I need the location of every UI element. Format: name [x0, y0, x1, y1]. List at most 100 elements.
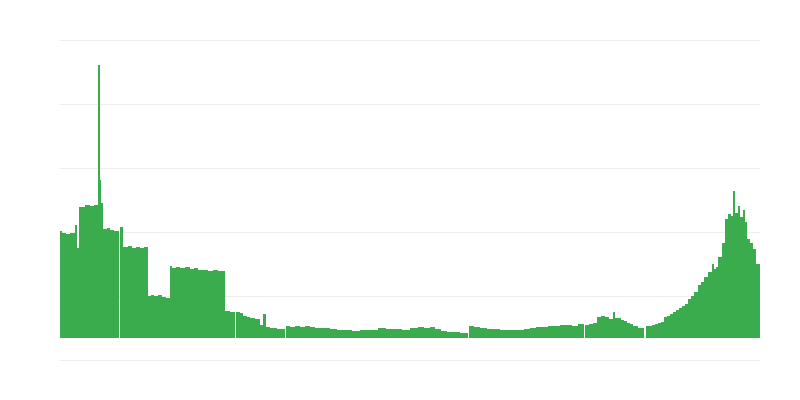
histogram-bar — [285, 326, 290, 338]
histogram-bar — [424, 327, 430, 338]
histogram-bar — [704, 277, 708, 338]
histogram-bar — [194, 268, 198, 338]
histogram-bar — [554, 325, 560, 338]
histogram-bar — [114, 231, 119, 338]
histogram-bar — [589, 323, 593, 338]
histogram-bar — [560, 324, 566, 338]
histogram-bar — [630, 324, 633, 338]
histogram-bar — [649, 326, 652, 338]
histogram-bar — [655, 324, 658, 338]
histogram-bar — [190, 269, 194, 338]
histogram-bar — [337, 329, 345, 338]
histogram-bar — [180, 268, 185, 338]
histogram-bar — [633, 326, 638, 338]
histogram-bar — [360, 330, 370, 338]
gridline — [60, 360, 760, 361]
histogram-bar — [679, 308, 682, 338]
histogram-bar — [743, 209, 745, 338]
histogram-bar — [601, 315, 605, 338]
histogram-bar — [740, 216, 743, 338]
histogram-bar — [330, 329, 337, 338]
histogram-bar — [597, 317, 601, 338]
histogram-bar — [310, 327, 315, 338]
histogram-bar — [578, 324, 584, 338]
histogram-bar — [624, 321, 627, 338]
histogram-bar — [345, 330, 352, 338]
histogram-bar — [395, 328, 402, 338]
histogram-bar — [670, 313, 673, 338]
histogram-bar — [213, 270, 218, 338]
histogram-bar — [750, 242, 753, 338]
histogram-bar — [615, 317, 618, 338]
histogram-bar — [225, 310, 230, 338]
histogram-bar — [716, 267, 718, 338]
histogram-bar — [140, 248, 144, 338]
histogram-bar — [435, 328, 441, 338]
histogram-bar — [753, 249, 756, 338]
histogram-bar — [738, 206, 740, 338]
histogram-bar — [218, 270, 222, 338]
histogram-bar — [613, 311, 615, 338]
histogram-bar — [277, 329, 285, 338]
histogram-bar — [79, 207, 85, 338]
histogram-bar — [441, 331, 447, 338]
histogram-bar — [402, 329, 410, 338]
histogram-bar — [66, 234, 70, 338]
histogram-bar — [645, 325, 649, 338]
gridline — [60, 168, 760, 169]
histogram-bar — [158, 294, 162, 338]
histogram-bar — [60, 231, 62, 338]
histogram-bar — [658, 322, 661, 338]
histogram-bar — [722, 243, 725, 338]
histogram-bar — [305, 326, 310, 338]
gridline — [60, 40, 760, 41]
histogram-bar — [295, 325, 300, 338]
histogram-bar — [474, 327, 480, 338]
histogram-bar — [676, 309, 679, 338]
histogram-bar — [154, 296, 158, 338]
histogram-bar — [605, 317, 609, 338]
histogram-bar — [673, 312, 676, 338]
histogram-bar — [230, 311, 235, 338]
histogram-bar — [270, 327, 277, 338]
histogram-bar — [172, 268, 176, 338]
histogram-bar — [185, 267, 190, 338]
histogram-bar — [208, 270, 213, 338]
histogram-bar — [731, 216, 733, 338]
histogram-bar — [162, 297, 166, 338]
histogram-bar — [418, 326, 424, 338]
histogram-bar — [76, 248, 79, 338]
histogram-bar — [263, 314, 266, 338]
histogram-bar — [147, 296, 151, 338]
histogram-bar — [370, 329, 378, 338]
histogram-bar — [352, 330, 360, 338]
histogram-bar — [685, 304, 688, 338]
histogram-bar — [638, 327, 644, 338]
histogram-bar — [260, 324, 263, 338]
histogram-bar — [176, 267, 180, 338]
histogram-bar — [90, 206, 94, 338]
histogram-bar — [94, 205, 98, 338]
histogram-bar — [447, 331, 453, 338]
histogram-bar — [119, 227, 123, 338]
histogram-bar — [518, 329, 524, 338]
histogram-bar — [688, 299, 691, 338]
histogram-bar — [386, 329, 395, 338]
histogram-bar — [453, 332, 460, 338]
histogram-bar — [468, 326, 474, 338]
histogram-bar — [243, 315, 247, 338]
histogram-bar — [101, 203, 103, 338]
histogram-bar — [691, 296, 694, 338]
histogram-bar — [506, 329, 512, 338]
histogram-bar — [110, 230, 114, 338]
histogram-bar — [500, 330, 506, 338]
histogram-bar — [652, 324, 655, 338]
histogram-bar — [322, 328, 330, 338]
histogram-bar — [725, 219, 728, 338]
histogram-bar — [151, 294, 154, 338]
histogram-bar — [718, 256, 722, 338]
histogram-bar — [698, 285, 701, 338]
histogram-bar — [236, 311, 240, 338]
histogram-bar — [128, 246, 132, 338]
histogram-bar — [123, 247, 128, 338]
